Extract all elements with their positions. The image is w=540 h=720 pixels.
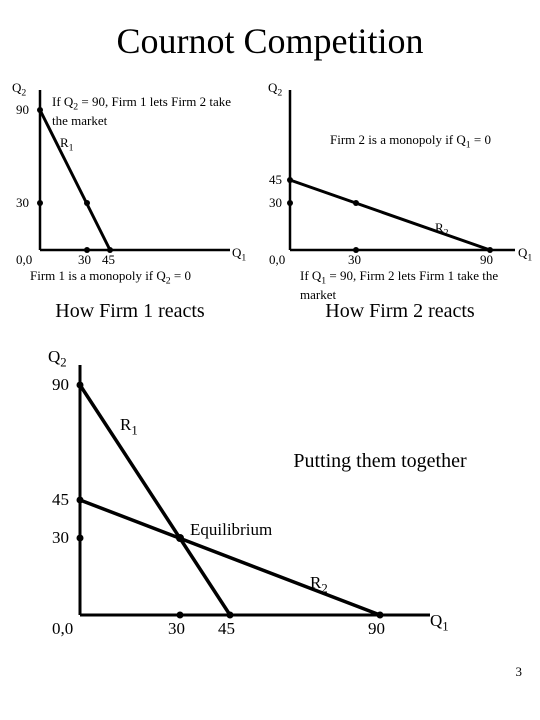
p1-r1: R1 [60, 135, 74, 154]
p3-x45: 45 [218, 619, 235, 639]
p3-y90: 90 [52, 375, 69, 395]
p2-note-bottom: If Q1 = 90, Firm 2 lets Firm 1 take the … [300, 268, 530, 303]
p1-y30: 30 [16, 195, 29, 211]
p3-x-axis: Q1 [430, 611, 449, 634]
p3-x30: 30 [168, 619, 185, 639]
p1-x30: 30 [78, 252, 91, 268]
p2-subtitle: How Firm 2 reacts [290, 300, 510, 323]
p3-subtitle: Putting them together [255, 450, 505, 473]
page-number: 3 [516, 664, 523, 680]
p1-subtitle: How Firm 1 reacts [20, 300, 240, 323]
p2-y30: 30 [269, 195, 282, 211]
p1-y90: 90 [16, 102, 29, 118]
p2-x-axis: Q1 [518, 245, 532, 264]
p1-y-axis: Q2 [12, 80, 26, 99]
page-title: Cournot Competition [0, 20, 540, 62]
p2-y-axis: Q2 [268, 80, 282, 99]
p2-y45: 45 [269, 172, 282, 188]
p1-origin: 0,0 [16, 252, 32, 268]
p1-x-axis: Q1 [232, 245, 246, 264]
p3-origin: 0,0 [52, 619, 73, 639]
p2-origin: 0,0 [269, 252, 285, 268]
p2-note-top: Firm 2 is a monopoly if Q1 = 0 [330, 132, 540, 151]
p2-r2: R2 [435, 220, 449, 239]
p1-x45: 45 [102, 252, 115, 268]
p2-x90: 90 [480, 252, 493, 268]
panel-firm1: Q2 90 30 0,0 30 45 Q1 R1 If Q2 = 90, Fir… [10, 80, 250, 310]
p3-r2: R2 [310, 573, 328, 596]
p3-r1: R1 [120, 415, 138, 438]
p3-y-axis: Q2 [48, 347, 67, 370]
p1-note-bottom: Firm 1 is a monopoly if Q2 = 0 [30, 268, 191, 287]
p3-y45: 45 [52, 490, 69, 510]
p3-eq: Equilibrium [190, 520, 272, 540]
panel-firm2: Q2 45 30 0,0 30 90 Q1 R2 Firm 2 is a mon… [270, 80, 540, 310]
p2-x30: 30 [348, 252, 361, 268]
p3-x90: 90 [368, 619, 385, 639]
panel-combined: Q2 90 45 30 0,0 30 45 90 Q1 R1 R2 Equili… [30, 335, 510, 695]
p1-note-top: If Q2 = 90, Firm 1 lets Firm 2 take the … [52, 94, 232, 129]
p3-y30: 30 [52, 528, 69, 548]
